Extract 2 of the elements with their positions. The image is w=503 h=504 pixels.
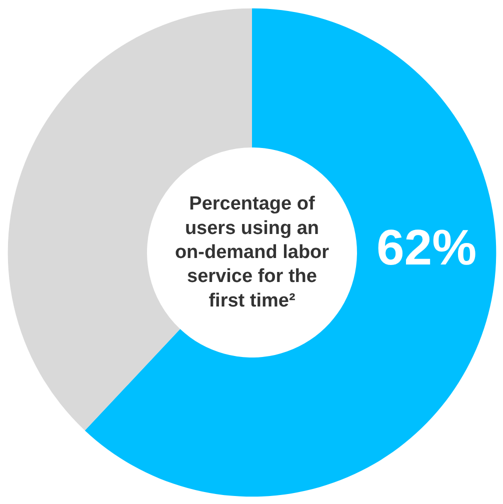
text: Percentage of users using an on-demand labor service for the first time² — [174, 194, 330, 312]
data-label: 62% — [376, 219, 477, 276]
